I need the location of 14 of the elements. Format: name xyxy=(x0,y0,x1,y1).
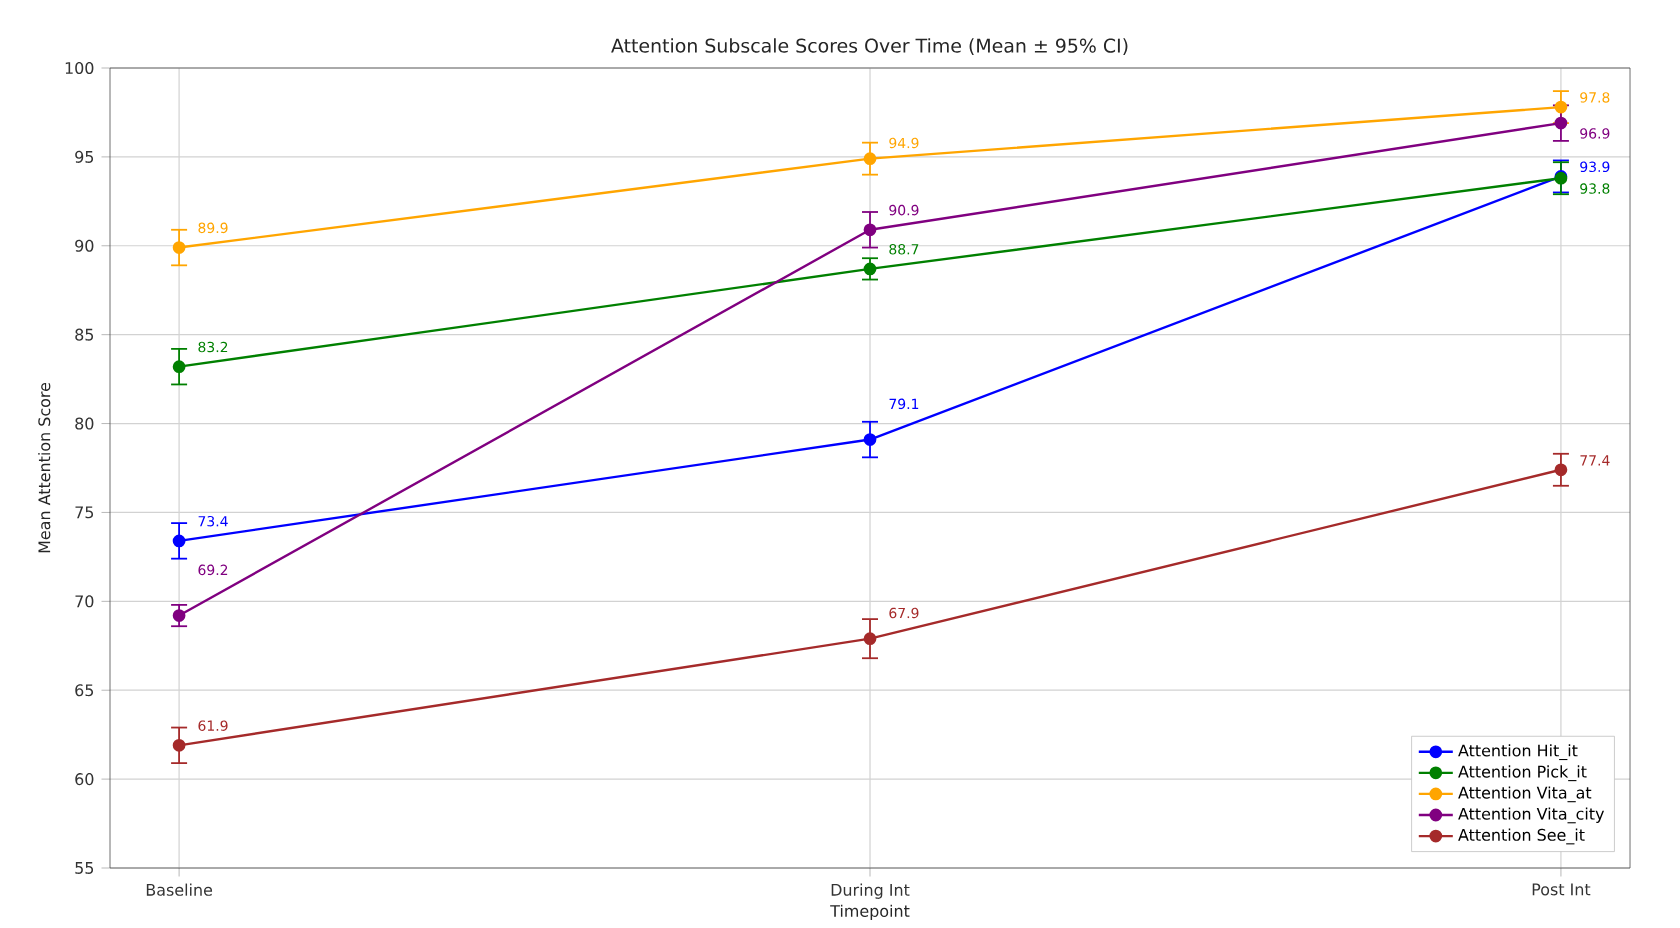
point xyxy=(863,262,877,276)
point xyxy=(172,360,186,374)
point xyxy=(863,223,877,237)
point xyxy=(863,632,877,646)
point xyxy=(863,152,877,166)
chart-title: Attention Subscale Scores Over Time (Mean ± 95% CI) xyxy=(611,38,1128,56)
point xyxy=(1554,463,1568,477)
point xyxy=(172,241,186,254)
point xyxy=(172,738,186,752)
point xyxy=(1554,100,1568,114)
point xyxy=(863,433,877,446)
point xyxy=(1554,116,1568,130)
point xyxy=(172,534,186,548)
point xyxy=(172,609,186,622)
